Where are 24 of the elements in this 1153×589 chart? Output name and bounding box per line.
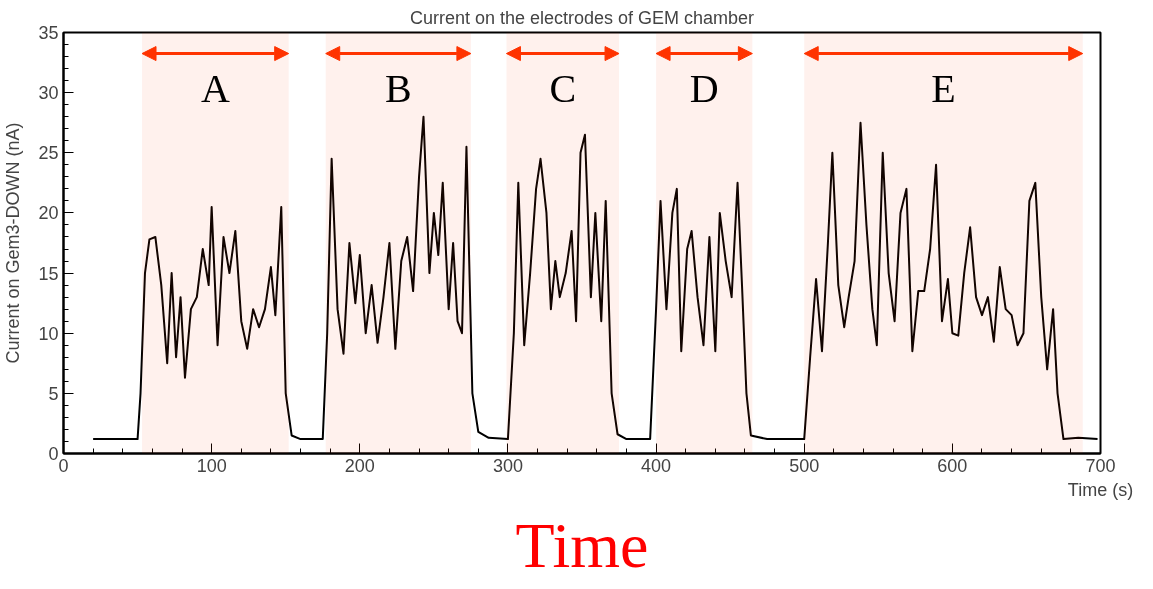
text: Time <box>515 509 649 581</box>
x-tick-label: 200 <box>344 455 375 476</box>
x-tick-label: 400 <box>641 455 672 476</box>
band-label: E <box>931 65 956 111</box>
x-tick-label: 700 <box>1085 455 1116 476</box>
y-tick-label: 35 <box>38 23 59 43</box>
y-tick-label: 10 <box>38 323 59 344</box>
x-axis-title: Time (s) <box>1067 479 1134 500</box>
y-tick-label: 30 <box>38 83 59 104</box>
x-tick-label: 300 <box>492 455 523 476</box>
y-axis-title: Current on Gem3-DOWN (nA) <box>3 122 24 364</box>
x-tick-label: 600 <box>937 455 968 476</box>
band-label: B <box>384 65 412 111</box>
x-tick-label: 500 <box>789 455 820 476</box>
y-tick-label: 20 <box>38 203 59 224</box>
line-series <box>92 115 1099 441</box>
band-label: C <box>549 65 577 111</box>
band-label: A <box>200 65 230 111</box>
band-label: D <box>689 65 719 111</box>
y-tick-label: 15 <box>38 263 59 284</box>
y-tick-label: 5 <box>48 383 59 404</box>
chart-title: Current on the electrodes of GEM chamber <box>409 7 755 28</box>
y-tick-label: 25 <box>38 143 59 164</box>
x-tick-label: 100 <box>196 455 227 476</box>
